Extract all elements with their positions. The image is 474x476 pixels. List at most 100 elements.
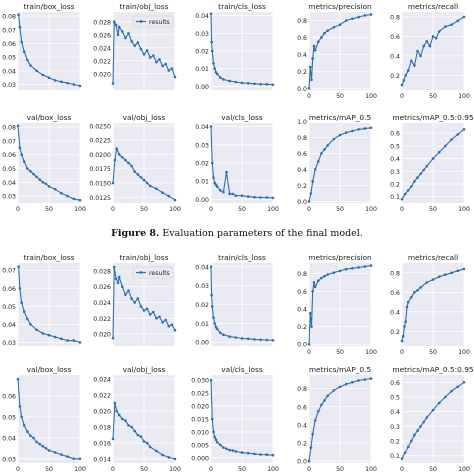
data-point bbox=[213, 181, 216, 185]
data-point bbox=[363, 378, 367, 381]
y-tick-label: 0.2 bbox=[297, 69, 307, 76]
y-tick-label: 0.6 bbox=[390, 34, 400, 41]
x-tick-label: 100 bbox=[458, 93, 470, 100]
data-point bbox=[310, 325, 313, 328]
y-tick-label: 0.5 bbox=[390, 143, 400, 150]
data-point bbox=[416, 289, 419, 292]
legend: results bbox=[132, 266, 174, 279]
y-tick-label: 0.03 bbox=[2, 456, 16, 463]
data-point bbox=[72, 457, 76, 461]
data-point bbox=[410, 439, 413, 443]
data-point bbox=[450, 271, 453, 275]
data-point bbox=[410, 59, 413, 63]
y-tick-label: 0.0150 bbox=[89, 181, 111, 188]
data-point bbox=[161, 64, 164, 68]
data-point bbox=[210, 161, 214, 165]
data-point bbox=[228, 448, 231, 452]
data-point bbox=[406, 69, 410, 72]
data-point bbox=[145, 49, 149, 52]
data-point bbox=[402, 79, 406, 82]
data-point bbox=[240, 337, 244, 340]
data-point bbox=[136, 297, 140, 300]
data-point bbox=[219, 443, 222, 447]
panel-title: metrics/mAP_0.5:0.95 bbox=[392, 365, 474, 374]
data-point bbox=[121, 417, 124, 421]
y-tick-label: 0.0125 bbox=[89, 195, 111, 202]
y-tick-label: 0.030 bbox=[191, 378, 209, 385]
x-tick-label: 0 bbox=[16, 206, 20, 213]
data-point bbox=[111, 181, 115, 185]
data-point bbox=[351, 17, 354, 21]
x-tick-label: 100 bbox=[267, 206, 279, 213]
data-point bbox=[231, 192, 234, 196]
data-point bbox=[225, 170, 228, 174]
data-point bbox=[317, 279, 320, 283]
data-point bbox=[317, 160, 320, 163]
legend-label: results bbox=[149, 270, 170, 277]
data-point bbox=[167, 69, 171, 72]
y-tick-label: 0.0 bbox=[297, 459, 307, 466]
data-point bbox=[213, 322, 216, 325]
data-point bbox=[431, 35, 435, 38]
caption-label: Figure 8. bbox=[111, 228, 160, 239]
data-point bbox=[344, 267, 348, 271]
data-point bbox=[148, 184, 152, 188]
data-point bbox=[142, 309, 146, 312]
data-point bbox=[246, 195, 250, 198]
data-point bbox=[307, 459, 311, 463]
panel-title: metrics/precision bbox=[308, 253, 372, 262]
data-point bbox=[437, 275, 441, 279]
data-point bbox=[400, 197, 404, 201]
y-tick-label: 0.022 bbox=[93, 58, 111, 65]
y-tick-label: 0.1 bbox=[390, 194, 400, 201]
panel-2-metrics-precision: 0.0 0.2 0.4 0.6 0.8 0 50 100 metrics/precision bbox=[297, 253, 377, 356]
data-point bbox=[112, 265, 116, 269]
y-tick-label: 0.2 bbox=[297, 183, 307, 190]
data-point bbox=[133, 301, 136, 304]
y-tick-label: 0.4 bbox=[297, 167, 307, 174]
data-point bbox=[444, 273, 447, 277]
x-tick-label: 0 bbox=[400, 349, 404, 356]
data-point bbox=[133, 170, 136, 173]
y-tick-label: 0.04 bbox=[2, 322, 16, 329]
y-tick-label: 0.02 bbox=[195, 161, 209, 168]
y-tick-label: 0.1 bbox=[390, 453, 400, 460]
data-point bbox=[20, 40, 24, 44]
data-point bbox=[148, 445, 152, 449]
data-point bbox=[18, 287, 22, 290]
data-point bbox=[344, 19, 348, 22]
data-point bbox=[161, 321, 164, 324]
panel-title: train/cls_loss bbox=[218, 253, 266, 262]
panel-1-train-cls-loss: 0.00 0.01 0.02 0.03 0.04 train/cls_loss bbox=[195, 2, 275, 91]
data-point bbox=[66, 339, 69, 342]
data-point bbox=[47, 333, 51, 337]
data-point bbox=[320, 36, 323, 39]
data-point bbox=[308, 312, 312, 315]
data-point bbox=[265, 338, 269, 342]
data-point bbox=[228, 192, 231, 196]
data-point bbox=[210, 305, 214, 308]
x-tick-label: 100 bbox=[458, 349, 470, 356]
y-tick-label: 0.2 bbox=[297, 441, 307, 448]
data-point bbox=[115, 147, 118, 150]
data-point bbox=[152, 310, 155, 314]
y-tick-label: 0.03 bbox=[2, 340, 16, 347]
y-tick-label: 0.0250 bbox=[89, 123, 111, 130]
data-point bbox=[231, 449, 234, 452]
data-point bbox=[307, 342, 311, 346]
data-point bbox=[60, 192, 63, 195]
data-point bbox=[41, 73, 45, 77]
data-point bbox=[309, 446, 313, 449]
data-point bbox=[212, 430, 215, 434]
data-point bbox=[114, 277, 118, 281]
data-point bbox=[32, 172, 35, 176]
y-tick-label: 0.024 bbox=[93, 45, 111, 52]
y-tick-label: 0.2 bbox=[390, 181, 400, 188]
data-point bbox=[66, 455, 69, 459]
x-tick-label: 50 bbox=[336, 93, 344, 100]
data-point bbox=[66, 81, 69, 85]
data-point bbox=[246, 337, 250, 341]
data-point bbox=[18, 25, 22, 29]
data-point bbox=[240, 194, 244, 197]
y-tick-label: 0.03 bbox=[195, 283, 209, 290]
